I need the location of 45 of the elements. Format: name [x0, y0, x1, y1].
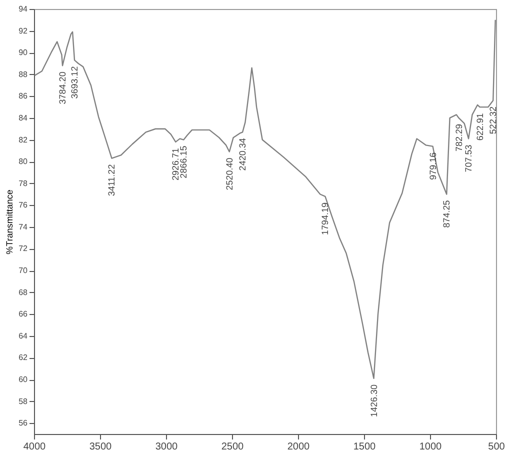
annotation: 3693.12 [70, 66, 80, 99]
y-tick-label: 84 [18, 113, 28, 122]
annotation: 874.25 [442, 200, 452, 228]
y-tick-label: 94 [18, 4, 28, 14]
y-tick-label: 58 [18, 396, 28, 406]
y-tick-label: 72 [18, 244, 28, 254]
y-tick-label: 60 [18, 375, 28, 384]
y-tick-label: 70 [18, 266, 28, 276]
y-tick-label: 80 [18, 157, 28, 166]
x-tick-label: 3500 [89, 442, 112, 452]
annotation: 782.29 [454, 124, 464, 152]
y-tick-label: 68 [18, 288, 28, 297]
y-tick-label: 74 [18, 222, 28, 232]
x-tick-label: 500 [488, 442, 506, 452]
y-tick-label: 64 [18, 331, 28, 340]
annotation: 2520.40 [224, 158, 234, 190]
y-tick-label: 86 [18, 92, 28, 101]
annotation: 1794.19 [320, 202, 330, 235]
y-tick-label: 66 [18, 310, 28, 319]
y-tick-label: 56 [18, 418, 28, 428]
y-tick-label: 78 [18, 178, 28, 188]
y-tick-label: 88 [18, 70, 28, 79]
x-tick-label: 2500 [221, 442, 244, 452]
annotation: 979.16 [428, 152, 438, 180]
annotation: 522.32 [488, 106, 498, 134]
line-series [34, 19, 496, 380]
annotation: 1426.30 [368, 384, 379, 417]
annotation: 3784.20 [58, 72, 68, 104]
annotation: 2926.71 [170, 148, 181, 180]
x-tick-label: 1500 [353, 442, 376, 452]
y-tick-label: 76 [18, 200, 28, 210]
y-tick-label: 92 [18, 26, 28, 36]
x-tick-label: 4000 [23, 442, 46, 452]
x-tick-label: 3000 [155, 442, 178, 452]
x-tick-label: 1000 [419, 442, 442, 452]
annotation: 3411.22 [106, 164, 117, 196]
y-tick-label: 62 [18, 353, 28, 362]
y-tick-label: 90 [18, 48, 28, 58]
annotation: 2420.34 [238, 138, 248, 171]
annotation: 622.91 [474, 113, 485, 141]
annotation: 707.53 [464, 144, 474, 172]
y-tick-label: 82 [18, 135, 28, 144]
y-axis-title: %Transmittance [4, 190, 15, 254]
x-tick-label: 2000 [287, 442, 310, 452]
annotation: 2866.15 [178, 146, 189, 178]
